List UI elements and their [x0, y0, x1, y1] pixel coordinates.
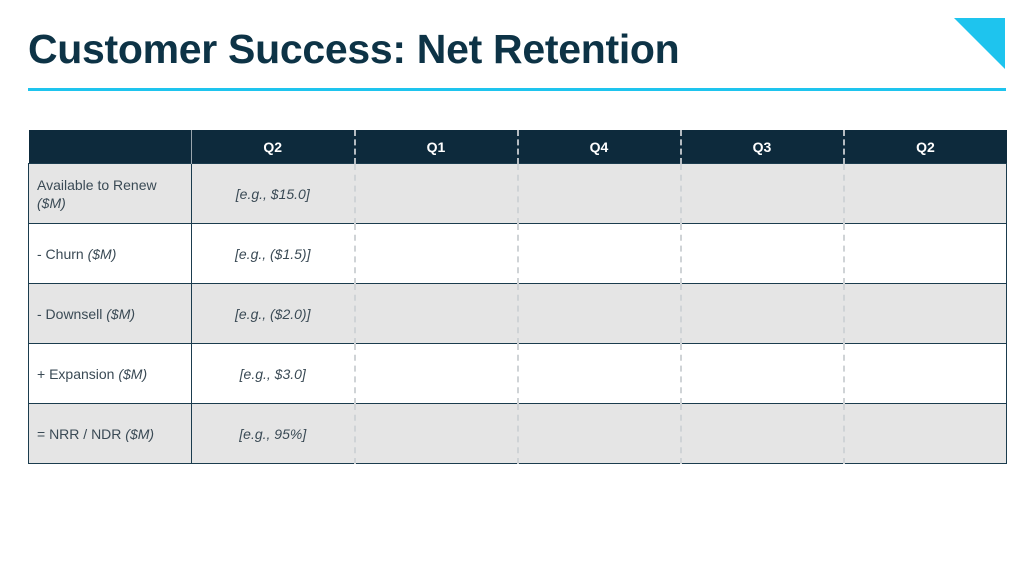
empty-cell — [842, 163, 1007, 224]
row-label-unit: ($M) — [125, 425, 155, 442]
row-label: = NRR / NDR ($M) — [28, 403, 192, 464]
empty-cell — [842, 403, 1007, 464]
column-header-q2: Q2 — [191, 130, 355, 164]
title-underline — [28, 88, 1006, 91]
row-label: - Churn ($M) — [28, 223, 192, 284]
table-row: - Churn ($M) [e.g., ($1.5)] — [28, 223, 1007, 284]
empty-cell — [353, 163, 518, 224]
table-row: Available to Renew ($M) [e.g., $15.0] — [28, 163, 1007, 224]
table-row: + Expansion ($M) [e.g., $3.0] — [28, 343, 1007, 404]
row-label-text: Available to Renew — [37, 176, 157, 193]
example-value-cell: [e.g., ($2.0)] — [191, 283, 355, 344]
empty-cell — [516, 163, 681, 224]
empty-cell — [516, 223, 681, 284]
header-corner-cell — [28, 130, 192, 164]
empty-cell — [353, 403, 518, 464]
row-label-text: - Downsell — [37, 305, 103, 322]
example-value-cell: [e.g., ($1.5)] — [191, 223, 355, 284]
empty-cell — [679, 283, 844, 344]
corner-triangle-icon — [954, 18, 1005, 69]
row-label-unit: ($M) — [37, 194, 66, 211]
empty-cell — [842, 283, 1007, 344]
row-label: Available to Renew ($M) — [28, 163, 192, 224]
net-retention-table: Q2 Q1 Q4 Q3 Q2 Available to Renew ($M) [… — [28, 130, 1007, 464]
empty-cell — [516, 283, 681, 344]
row-label-unit: ($M) — [87, 245, 117, 262]
column-header-q2-second: Q2 — [842, 130, 1007, 164]
empty-cell — [679, 163, 844, 224]
slide-title: Customer Success: Net Retention — [28, 26, 680, 72]
column-header-q3: Q3 — [679, 130, 844, 164]
empty-cell — [679, 223, 844, 284]
table-row: - Downsell ($M) [e.g., ($2.0)] — [28, 283, 1007, 344]
example-value-cell: [e.g., 95%] — [191, 403, 355, 464]
empty-cell — [842, 223, 1007, 284]
table-row: = NRR / NDR ($M) [e.g., 95%] — [28, 403, 1007, 464]
example-value-cell: [e.g., $15.0] — [191, 163, 355, 224]
header-row: Q2 Q1 Q4 Q3 Q2 — [28, 130, 1007, 164]
empty-cell — [516, 343, 681, 404]
empty-cell — [353, 223, 518, 284]
empty-cell — [516, 403, 681, 464]
column-header-q1: Q1 — [353, 130, 518, 164]
empty-cell — [353, 283, 518, 344]
example-value-cell: [e.g., $3.0] — [191, 343, 355, 404]
row-label-unit: ($M) — [106, 305, 136, 322]
row-label: - Downsell ($M) — [28, 283, 192, 344]
row-label-text: + Expansion — [37, 365, 115, 382]
row-label-text: = NRR / NDR — [37, 425, 122, 442]
empty-cell — [842, 343, 1007, 404]
empty-cell — [679, 403, 844, 464]
row-label-text: - Churn — [37, 245, 84, 262]
empty-cell — [353, 343, 518, 404]
empty-cell — [679, 343, 844, 404]
column-header-q4: Q4 — [516, 130, 681, 164]
row-label-unit: ($M) — [118, 365, 148, 382]
row-label: + Expansion ($M) — [28, 343, 192, 404]
